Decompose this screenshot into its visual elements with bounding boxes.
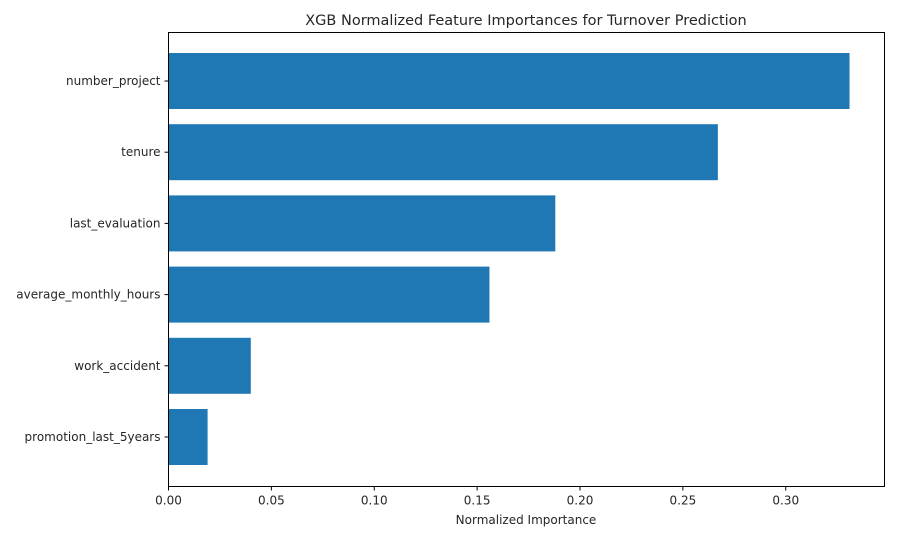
x-tick-label: 0.00	[155, 494, 182, 508]
y-tick-label: number_project	[66, 74, 161, 88]
x-tick-label: 0.15	[464, 494, 491, 508]
bar-tenure	[168, 124, 718, 181]
bar-promotion-last-5years	[168, 409, 208, 465]
plot-frame	[168, 32, 885, 487]
chart-title: XGB Normalized Feature Importances for T…	[305, 13, 747, 29]
y-tick-label: promotion_last_5years	[25, 430, 161, 444]
bar-average-monthly-hours	[168, 266, 490, 323]
x-tick-label: 0.05	[258, 494, 285, 508]
bar-number-project	[168, 53, 850, 109]
bar-work-accident	[168, 337, 251, 394]
bars-layer	[168, 53, 850, 465]
y-tick-label: average_monthly_hours	[16, 288, 160, 302]
y-tick-label: last_evaluation	[70, 216, 161, 230]
x-axis-ticks: 0.00 0.05 0.10 0.15 0.20 0.25 0.30	[155, 486, 799, 508]
x-tick-label: 0.20	[567, 494, 594, 508]
x-axis-label: Normalized Importance	[456, 513, 597, 527]
x-tick-label: 0.10	[361, 494, 388, 508]
x-tick-label: 0.25	[670, 494, 697, 508]
bar-last-evaluation	[168, 195, 556, 252]
y-tick-label: tenure	[121, 145, 160, 159]
x-tick-label: 0.30	[772, 494, 799, 508]
y-tick-label: work_accident	[74, 359, 161, 373]
